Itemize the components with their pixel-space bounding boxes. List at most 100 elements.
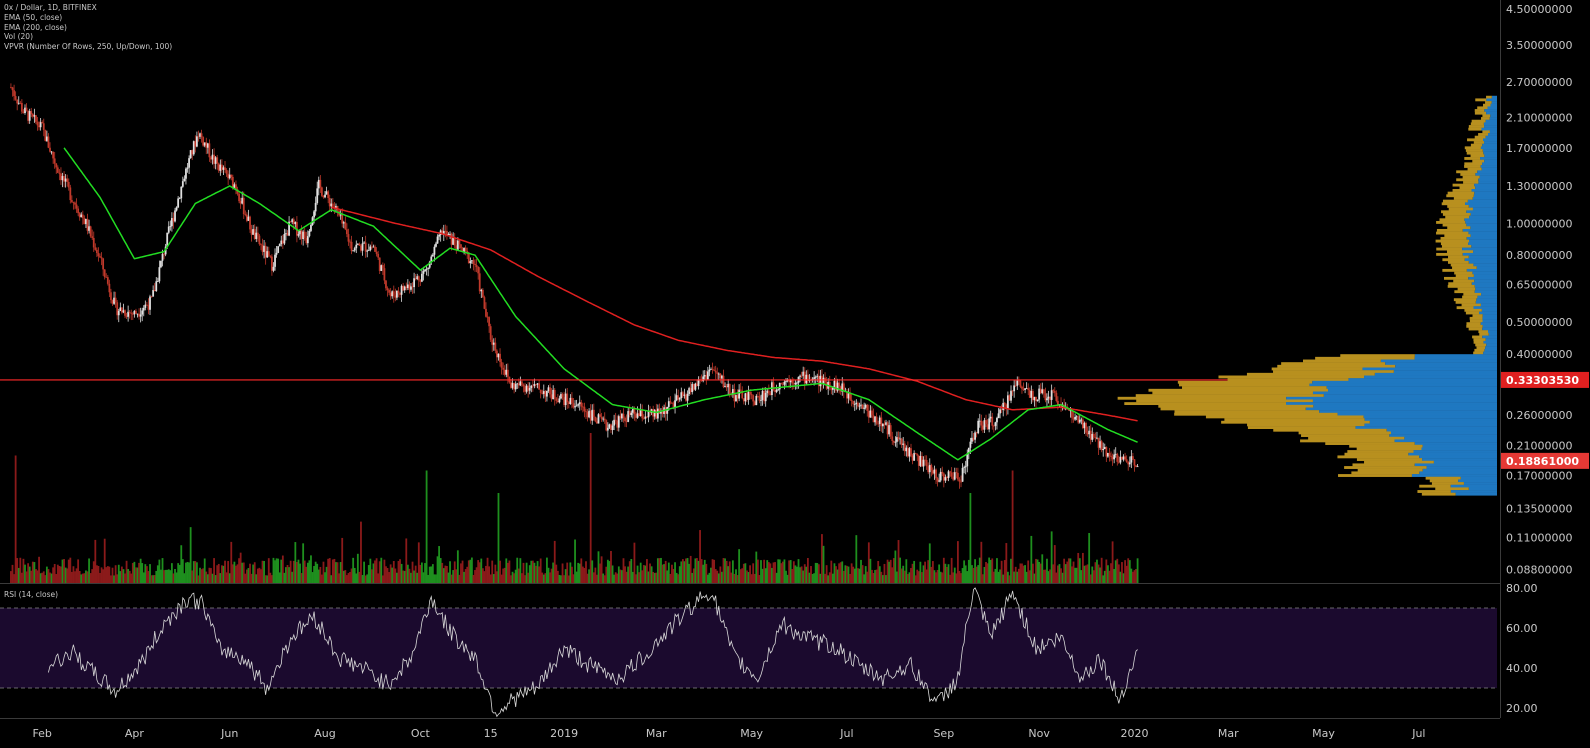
volume-bar <box>219 573 222 583</box>
volume-bar <box>1110 563 1112 583</box>
time-axis-label: 2019 <box>550 727 578 740</box>
candle-body <box>775 389 778 393</box>
vpvr-row-down <box>1464 157 1481 160</box>
candle-body <box>385 280 387 289</box>
legend-volume[interactable]: Vol (20) <box>4 32 34 42</box>
vpvr-row-up <box>1467 199 1497 203</box>
candle-body <box>980 420 983 426</box>
candle-body <box>674 400 676 408</box>
candle-body <box>769 393 772 396</box>
volume-bar <box>467 560 470 583</box>
volume-bar <box>758 575 761 583</box>
candle-body <box>114 297 117 303</box>
candle-body <box>517 383 520 386</box>
candle-body <box>888 425 891 435</box>
volume-bar <box>555 564 558 583</box>
candle-body <box>996 417 998 423</box>
vpvr-row-up <box>1369 420 1497 424</box>
volume-bar <box>550 568 553 583</box>
volume-bar <box>966 571 969 583</box>
volume-bar <box>503 567 506 583</box>
volume-bar <box>566 562 569 583</box>
candle-body <box>342 222 345 224</box>
vpvr-row-down <box>1482 114 1491 118</box>
candle-body <box>1105 447 1108 457</box>
volume-bar <box>746 570 748 583</box>
candle-body <box>305 238 308 244</box>
vpvr-row-down <box>1463 292 1482 296</box>
volume-bar <box>752 563 755 583</box>
candle-body <box>91 236 94 238</box>
candle-body <box>1114 453 1117 455</box>
candle-body <box>47 136 50 148</box>
vpvr-row-up <box>1474 284 1497 288</box>
volume-bar <box>741 568 744 583</box>
candle-body <box>205 142 208 148</box>
candle-body <box>371 246 373 248</box>
volume-bar <box>460 563 462 583</box>
vpvr-row-down <box>1472 314 1483 318</box>
volume-bar <box>606 559 609 583</box>
vpvr-row-down <box>1468 127 1482 131</box>
candle-body <box>1107 453 1109 457</box>
vpvr-row-up <box>1487 330 1497 334</box>
volume-bar <box>1035 558 1037 583</box>
candle-body <box>277 246 280 253</box>
volume-bar <box>880 571 883 583</box>
candle-body <box>697 379 700 387</box>
candle-body <box>644 416 647 419</box>
volume-bar <box>552 562 555 583</box>
volume-bar <box>805 566 808 583</box>
candle-body <box>400 285 403 295</box>
volume-bar <box>422 572 425 583</box>
price-axis-label: 4.50000000 <box>1506 3 1572 16</box>
legend-ema50[interactable]: EMA (50, close) <box>4 12 63 22</box>
volume-bar <box>605 566 608 583</box>
volume-bar <box>705 563 708 583</box>
volume-bar <box>1113 569 1116 583</box>
candle-body <box>180 186 183 199</box>
candle-body <box>916 454 919 456</box>
volume-bar <box>113 575 115 583</box>
legend-vpvr[interactable]: VPVR (Number Of Rows, 250, Up/Down, 100) <box>4 42 173 52</box>
vpvr-row-up <box>1323 394 1497 398</box>
candle-body <box>725 386 728 388</box>
volume-bar <box>521 573 523 583</box>
volume-bar <box>644 565 647 583</box>
volume-bar <box>388 572 390 583</box>
volume-bar <box>130 573 133 583</box>
volume-bar <box>950 557 953 583</box>
candle-body <box>428 261 431 268</box>
candle-body <box>841 383 844 392</box>
volume-bar <box>599 563 601 583</box>
volume-bar <box>903 570 906 583</box>
candle-body <box>566 393 569 403</box>
volume-bar <box>1014 566 1017 583</box>
candle-body <box>463 247 466 252</box>
rsi-legend[interactable]: RSI (14, close) <box>4 590 59 599</box>
candle-body <box>28 111 31 121</box>
volume-bar <box>155 570 158 583</box>
volume-bar <box>419 564 422 583</box>
vpvr-row-up <box>1389 434 1497 437</box>
vpvr-row-up <box>1422 458 1497 461</box>
candle-body <box>341 214 344 224</box>
vpvr-row-up <box>1374 372 1497 376</box>
volume-bar <box>281 555 284 583</box>
legend-ema200[interactable]: EMA (200, close) <box>4 22 67 32</box>
candle-body <box>917 455 920 466</box>
vpvr-row-down <box>1347 450 1414 453</box>
candle-body <box>450 233 453 245</box>
candle-body <box>258 235 261 245</box>
candle-body <box>264 245 267 258</box>
volume-bar <box>664 560 667 583</box>
volume-bar <box>1005 543 1008 583</box>
vpvr-row-up <box>1482 324 1497 328</box>
vpvr-row-up <box>1426 466 1497 469</box>
current-price-badge-bg <box>1501 452 1589 469</box>
candle-body <box>753 401 756 406</box>
candle-body <box>683 394 686 396</box>
volume-bar <box>514 569 517 583</box>
candle-body <box>838 382 841 387</box>
